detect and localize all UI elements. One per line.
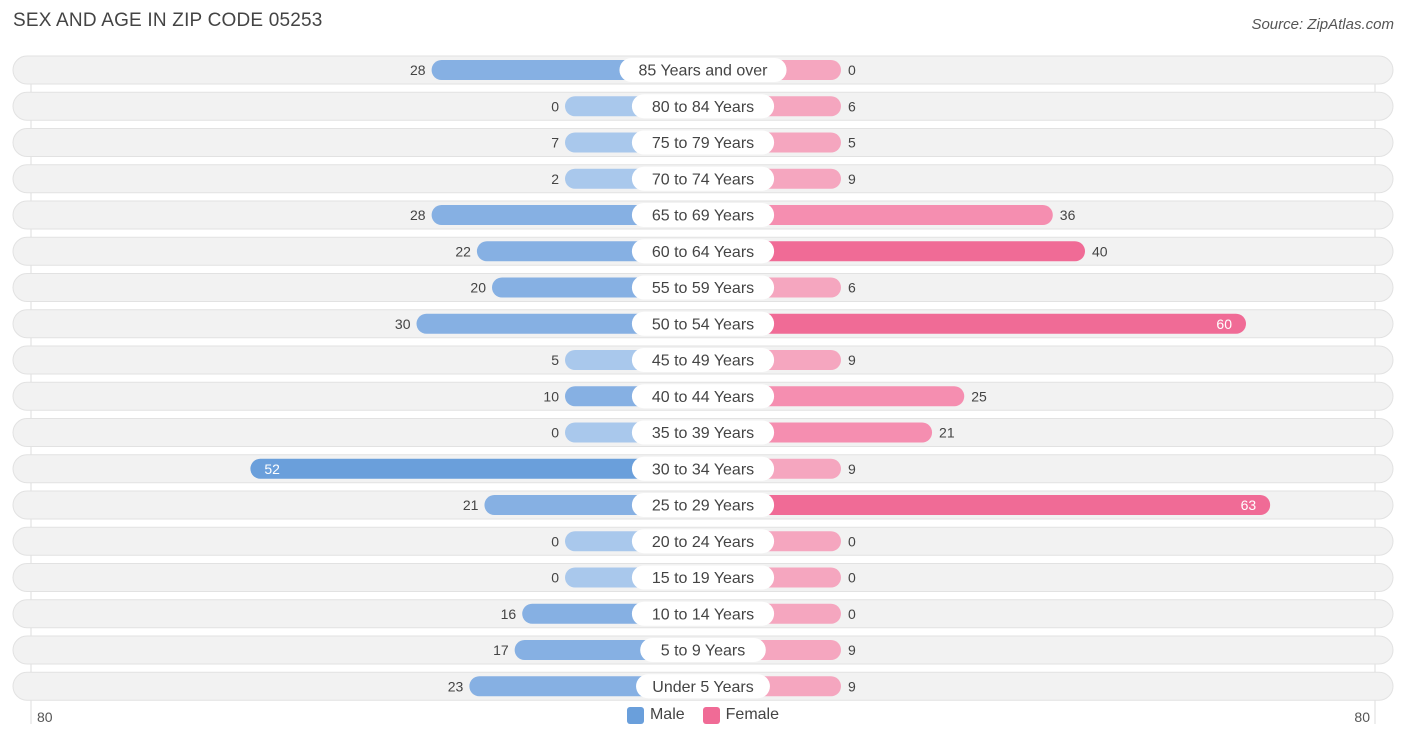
female-value-label: 9 (848, 461, 856, 477)
category-label-pill (631, 601, 775, 626)
male-value-label: 7 (551, 135, 559, 151)
category-label: 55 to 59 Years (652, 280, 754, 297)
male-value-label: 10 (543, 388, 559, 404)
female-bar (703, 205, 1053, 225)
category-label: 70 to 74 Years (652, 171, 754, 188)
female-value-label: 9 (848, 678, 856, 694)
category-label-pill (631, 565, 775, 590)
category-label: 80 to 84 Years (652, 99, 754, 116)
legend-swatch-male (626, 706, 644, 724)
legend-label-female: Female (725, 706, 780, 723)
legend-item-male[interactable]: Male (626, 706, 685, 724)
male-value-label: 0 (551, 425, 559, 441)
category-label: 30 to 34 Years (652, 461, 754, 478)
category-label: 10 to 14 Years (652, 606, 754, 623)
male-value-label: 52 (264, 461, 280, 477)
axis-right-label: 80 (1354, 709, 1370, 725)
category-label: Under 5 Years (652, 679, 753, 696)
male-value-label: 28 (410, 62, 426, 78)
female-value-label: 0 (848, 533, 856, 549)
female-value-label: 6 (848, 98, 856, 114)
male-bar (250, 458, 703, 479)
male-value-label: 30 (395, 316, 411, 332)
female-value-label: 0 (848, 606, 856, 622)
male-value-label: 20 (470, 280, 486, 296)
female-value-label: 5 (848, 135, 856, 151)
legend: Male Female (0, 706, 1406, 724)
category-label-pill (631, 94, 775, 119)
category-label-pill (631, 203, 775, 227)
category-label-pill (619, 58, 787, 82)
category-label-pill (631, 493, 775, 517)
female-value-label: 9 (848, 642, 856, 658)
category-label-pill (640, 638, 766, 662)
male-value-label: 23 (448, 678, 464, 694)
category-label-pill (631, 275, 775, 300)
category-label-pill (636, 674, 770, 699)
female-value-label: 60 (1216, 316, 1232, 332)
category-label: 75 to 79 Years (652, 135, 754, 152)
category-label: 25 to 29 Years (652, 498, 754, 515)
female-value-label: 63 (1241, 497, 1257, 513)
category-label: 15 to 19 Years (652, 570, 754, 587)
female-value-label: 0 (848, 570, 856, 586)
male-value-label: 21 (463, 497, 479, 513)
category-label: 20 to 24 Years (652, 534, 754, 551)
category-label: 45 to 49 Years (652, 353, 754, 370)
category-label: 5 to 9 Years (661, 643, 746, 660)
female-bar (703, 313, 1246, 334)
category-label: 85 Years and over (639, 63, 769, 80)
category-label-pill (631, 166, 775, 191)
female-value-label: 6 (848, 280, 856, 296)
category-label-pill (631, 420, 775, 445)
chart-title: SEX AND AGE IN ZIP CODE 05253 (13, 10, 323, 31)
category-label-pill (631, 348, 775, 372)
chart-source: Source: ZipAtlas.com (1251, 16, 1394, 33)
category-label-pill (631, 311, 775, 336)
female-value-label: 21 (939, 425, 955, 441)
legend-item-female[interactable]: Female (702, 706, 780, 724)
male-value-label: 28 (410, 207, 426, 223)
male-value-label: 17 (493, 642, 509, 658)
legend-swatch-female (702, 706, 720, 724)
category-label-pill (631, 239, 775, 264)
category-label-pill (631, 456, 775, 481)
category-label: 60 to 64 Years (652, 244, 754, 261)
female-value-label: 0 (848, 62, 856, 78)
female-value-label: 9 (848, 352, 856, 368)
female-bar (703, 495, 1271, 515)
male-value-label: 5 (551, 352, 559, 368)
category-label: 50 to 54 Years (652, 316, 754, 333)
category-label: 40 to 44 Years (652, 389, 754, 406)
category-label: 35 to 39 Years (652, 425, 754, 442)
male-value-label: 2 (551, 171, 559, 187)
female-value-label: 40 (1092, 243, 1108, 259)
male-value-label: 0 (551, 570, 559, 586)
male-value-label: 0 (551, 98, 559, 114)
legend-label-male: Male (649, 706, 685, 723)
male-bar (416, 313, 703, 334)
category-label-pill (631, 130, 775, 155)
female-value-label: 36 (1060, 207, 1076, 223)
category-label: 65 to 69 Years (652, 208, 754, 225)
male-value-label: 0 (551, 533, 559, 549)
male-value-label: 16 (501, 606, 517, 622)
category-label-pill (631, 529, 775, 554)
female-value-label: 25 (971, 388, 987, 404)
category-label-pill (631, 384, 775, 409)
female-bar (703, 241, 1085, 262)
axis-left-label: 80 (37, 709, 53, 725)
female-value-label: 9 (848, 171, 856, 187)
male-value-label: 22 (455, 243, 471, 259)
